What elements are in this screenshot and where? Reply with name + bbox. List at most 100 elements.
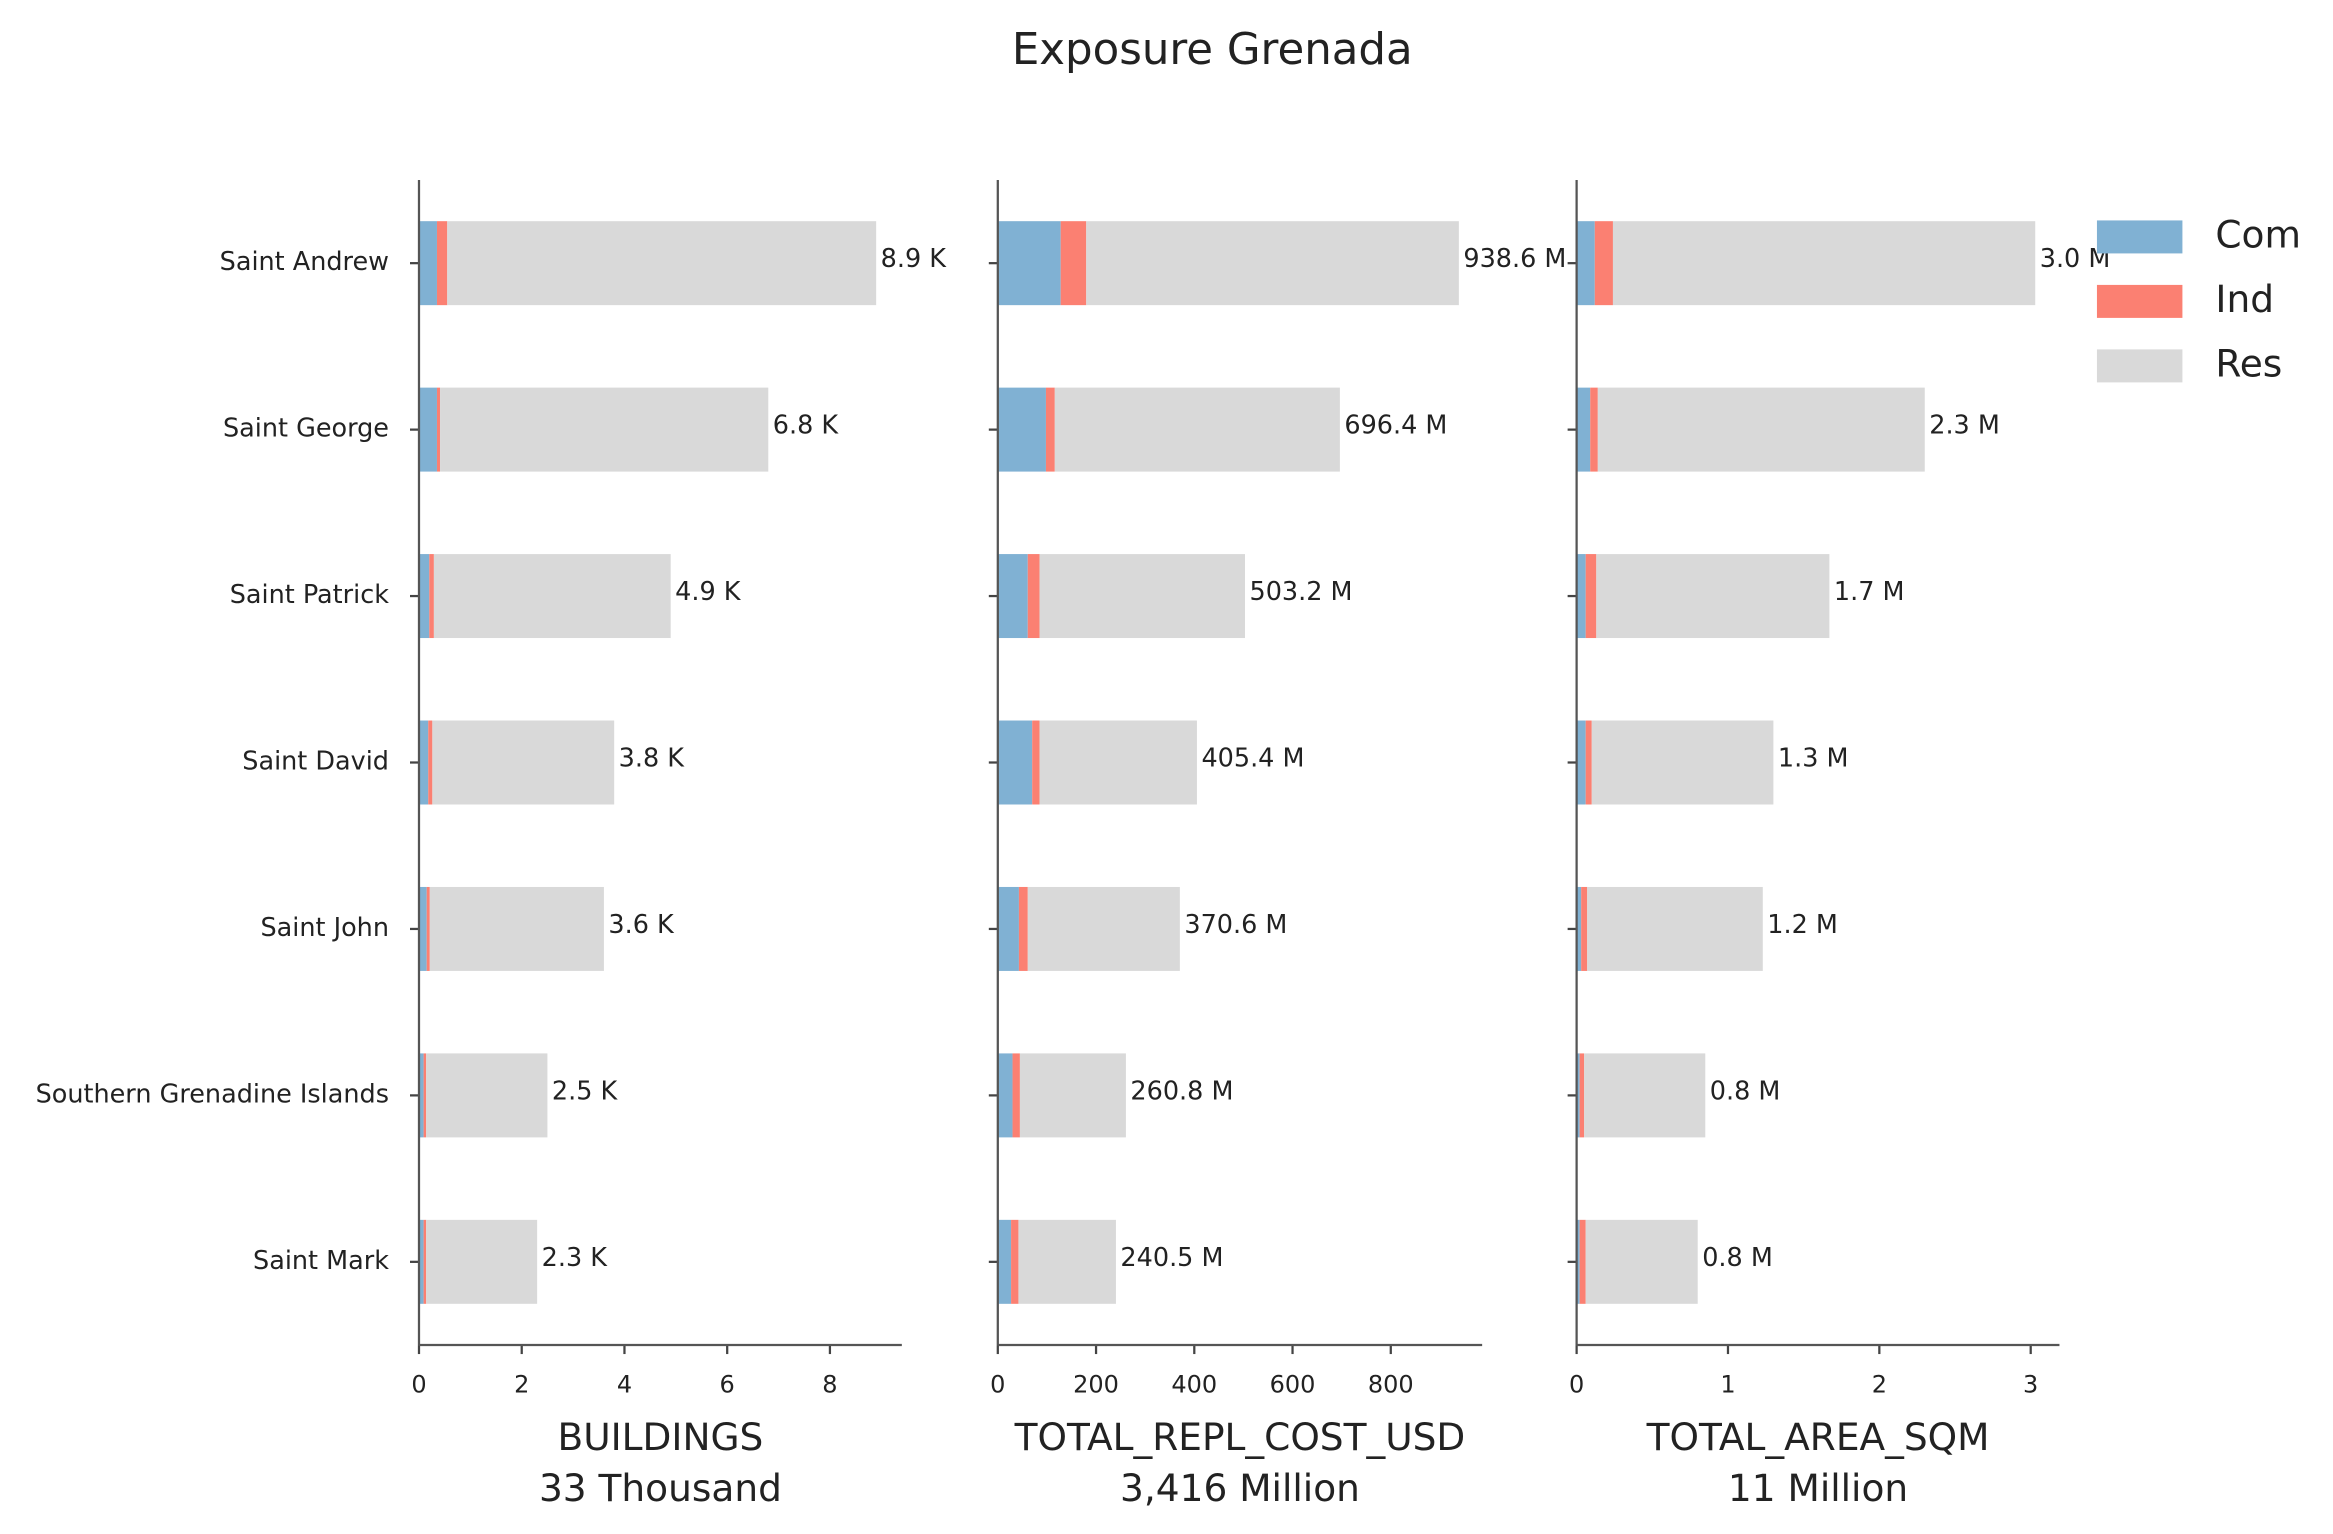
bar-segment: [429, 554, 434, 639]
bar-segment: [997, 221, 1061, 306]
x-axis-total: 33 Thousand: [539, 1466, 782, 1510]
y-tick-label: Southern Grenadine Islands: [36, 1079, 389, 1109]
bar-segment: [1590, 387, 1598, 472]
value-label: 0.8 M: [1710, 1076, 1781, 1106]
x-tick-label: 0: [1569, 1371, 1584, 1399]
bar-segment: [418, 221, 437, 306]
value-label: 4.9 K: [675, 577, 742, 607]
x-tick-label: 4: [617, 1371, 632, 1399]
x-axis-label: TOTAL_AREA_SQM: [1646, 1415, 1990, 1459]
value-label: 2.3 M: [1929, 411, 2000, 441]
bar-segment: [1591, 720, 1774, 805]
bar-segment: [1576, 387, 1591, 472]
x-tick-label: 0: [990, 1371, 1005, 1399]
x-tick-label: 2: [514, 1371, 529, 1399]
bar-segment: [418, 886, 427, 971]
bar-segment: [1576, 1219, 1580, 1304]
bar-segment: [1576, 554, 1586, 639]
y-tick-label: Saint Andrew: [220, 247, 389, 277]
bar-segment: [426, 886, 430, 971]
bar-segment: [423, 1219, 427, 1304]
legend-swatch: [2096, 349, 2183, 383]
y-tick-label: Saint Mark: [253, 1246, 389, 1276]
bar-segment: [447, 221, 877, 306]
x-tick-label: 8: [822, 1371, 837, 1399]
bar-segment: [1585, 1219, 1698, 1304]
bar-segment: [1032, 720, 1040, 805]
bar-segment: [1585, 554, 1597, 639]
value-label: 1.2 M: [1767, 910, 1838, 940]
value-label: 938.6 M: [1463, 244, 1566, 274]
bar-segment: [1576, 221, 1595, 306]
bar-segment: [436, 221, 448, 306]
bar-segment: [436, 387, 441, 472]
bar-segment: [426, 1053, 548, 1138]
bar-segment: [1054, 387, 1340, 472]
x-axis-label: TOTAL_REPL_COST_USD: [1014, 1415, 1466, 1459]
bar-segment: [1039, 554, 1245, 639]
bar-segment: [997, 387, 1046, 472]
value-label: 696.4 M: [1344, 411, 1447, 441]
value-label: 260.8 M: [1130, 1076, 1233, 1106]
bar-segment: [1594, 221, 1613, 306]
bar-segment: [997, 720, 1033, 805]
value-label: 1.7 M: [1834, 577, 1905, 607]
bar-segment: [1018, 1219, 1116, 1304]
bar-segment: [1576, 886, 1582, 971]
bar-segment: [1039, 720, 1197, 805]
value-label: 370.6 M: [1184, 910, 1287, 940]
bar-segment: [1011, 1219, 1019, 1304]
x-axis-total: 11 Million: [1728, 1466, 1908, 1510]
x-axis-label: BUILDINGS: [558, 1415, 764, 1459]
bar-segment: [418, 1219, 424, 1304]
bar-segment: [1597, 387, 1925, 472]
y-tick-label: Saint John: [260, 913, 389, 943]
bar-segment: [432, 720, 615, 805]
bar-segment: [1045, 387, 1055, 472]
y-tick-label: Saint George: [223, 414, 389, 444]
x-axis-total: 3,416 Million: [1120, 1466, 1360, 1510]
bar-segment: [1579, 1219, 1586, 1304]
bar-segment: [1060, 221, 1087, 306]
bar-segment: [1581, 886, 1588, 971]
bar-segment: [1018, 886, 1028, 971]
bar-segment: [1579, 1053, 1585, 1138]
legend-swatch: [2096, 220, 2183, 254]
bar-segment: [997, 1053, 1013, 1138]
legend-label: Com: [2215, 212, 2301, 256]
value-label: 0.8 M: [1702, 1243, 1773, 1273]
bar-segment: [418, 554, 430, 639]
value-label: 8.9 K: [881, 244, 948, 274]
value-label: 3.6 K: [608, 910, 675, 940]
bar-segment: [440, 387, 769, 472]
bar-segment: [1576, 720, 1586, 805]
value-label: 240.5 M: [1120, 1243, 1223, 1273]
value-label: 2.3 K: [542, 1243, 609, 1273]
x-tick-label: 0: [411, 1371, 426, 1399]
bar-segment: [997, 1219, 1012, 1304]
chart-title: Exposure Grenada: [1012, 25, 1413, 75]
x-tick-label: 3: [2023, 1371, 2038, 1399]
bar-segment: [433, 554, 671, 639]
value-label: 503.2 M: [1249, 577, 1352, 607]
value-label: 2.5 K: [552, 1076, 619, 1106]
x-tick-label: 800: [1368, 1371, 1414, 1399]
bar-segment: [1584, 1053, 1706, 1138]
value-label: 1.3 M: [1778, 744, 1849, 774]
y-tick-label: Saint Patrick: [230, 580, 390, 610]
bar-segment: [1027, 886, 1180, 971]
legend-label: Res: [2215, 341, 2282, 385]
x-tick-label: 2: [1872, 1371, 1887, 1399]
legend-swatch: [2096, 284, 2183, 318]
x-tick-label: 1: [1720, 1371, 1735, 1399]
value-label: 6.8 K: [773, 411, 840, 441]
bar-segment: [426, 1219, 538, 1304]
bar-segment: [1596, 554, 1830, 639]
value-label: 405.4 M: [1201, 744, 1304, 774]
bar-segment: [1086, 221, 1459, 306]
bar-segment: [1587, 886, 1763, 971]
value-label: 3.8 K: [619, 744, 686, 774]
bar-segment: [1019, 1053, 1126, 1138]
bar-segment: [997, 554, 1028, 639]
